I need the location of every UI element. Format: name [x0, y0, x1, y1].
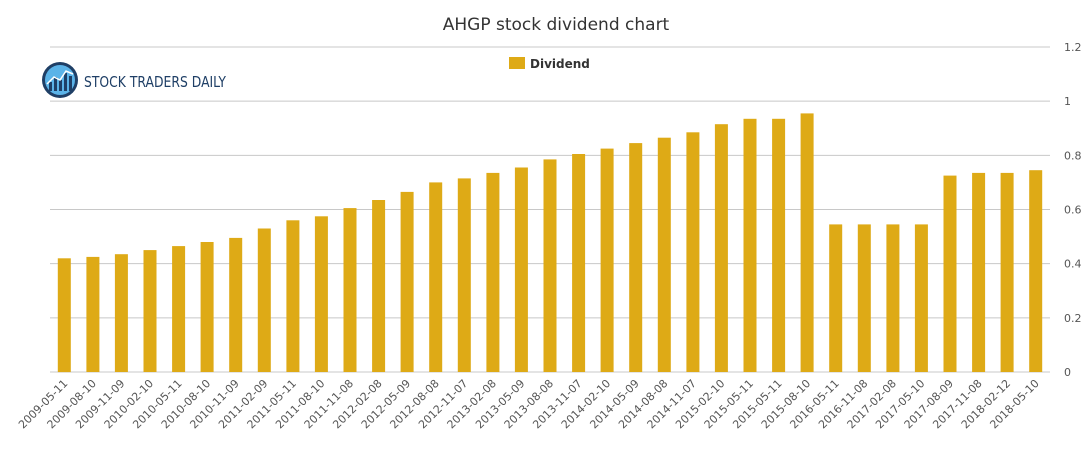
y-tick-label: 0.6	[1064, 204, 1082, 217]
bar	[314, 216, 328, 372]
bar	[857, 224, 871, 372]
legend-label: Dividend	[530, 57, 590, 71]
bar	[257, 228, 271, 372]
x-axis-ticks: 2009-05-112009-08-102009-11-092010-02-10…	[16, 377, 1042, 431]
bar	[86, 256, 100, 372]
bar	[143, 250, 157, 372]
bar	[229, 237, 243, 372]
bar	[600, 148, 614, 372]
bar	[114, 254, 128, 372]
bar	[629, 143, 643, 372]
y-tick-label: 1	[1064, 95, 1071, 108]
bar	[1029, 170, 1043, 372]
y-tick-label: 0.8	[1064, 149, 1082, 162]
bar	[286, 220, 300, 372]
logo-text: STOCK TRADERS DAILY	[84, 73, 227, 91]
bar	[657, 137, 671, 372]
bar	[514, 167, 528, 372]
bar	[172, 246, 186, 372]
chart-title: AHGP stock dividend chart	[443, 15, 670, 35]
bar	[57, 258, 71, 373]
legend: Dividend	[509, 57, 590, 71]
bar	[686, 132, 700, 372]
logo: STOCK TRADERS DAILY	[42, 62, 227, 98]
bar	[714, 124, 728, 372]
bar	[943, 175, 957, 372]
y-tick-label: 0.4	[1064, 258, 1082, 271]
bar	[914, 224, 928, 372]
y-tick-label: 0.2	[1064, 312, 1082, 325]
bar	[1000, 172, 1014, 372]
y-tick-label: 1.2	[1064, 41, 1082, 54]
bar	[400, 191, 414, 372]
bar	[486, 172, 500, 372]
bar	[972, 172, 986, 372]
bar	[429, 182, 443, 372]
bar	[886, 224, 900, 372]
bar	[772, 118, 786, 372]
bar-chart-globe-icon	[42, 62, 78, 98]
bar	[829, 224, 843, 372]
bar	[800, 113, 814, 373]
bar	[372, 200, 386, 372]
legend-swatch	[509, 57, 525, 69]
bar	[743, 118, 757, 372]
y-axis-ticks: 0 0.2 0.4 0.6 0.8 1 1.2	[1064, 41, 1082, 379]
bars	[57, 113, 1043, 373]
bar	[543, 159, 557, 372]
bar	[343, 208, 357, 372]
bar	[200, 242, 214, 372]
bar	[457, 178, 471, 372]
bar	[572, 154, 586, 372]
y-tick-label: 0	[1064, 366, 1071, 379]
